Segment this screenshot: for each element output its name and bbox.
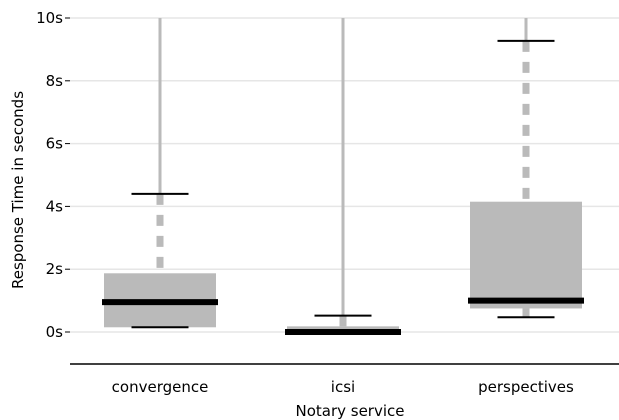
y-tick-label: 6s xyxy=(46,135,64,153)
y-tick-labels: 0s 2s 4s 6s 8s 10s xyxy=(36,9,70,341)
boxes xyxy=(102,18,584,335)
y-tick-label: 0s xyxy=(46,323,64,341)
box-iqr xyxy=(470,201,582,309)
box-icsi xyxy=(285,18,401,335)
y-tick-label: 10s xyxy=(36,9,63,27)
y-axis-label: Response Time in seconds xyxy=(9,91,27,289)
x-tick-label: convergence xyxy=(112,378,209,396)
x-tick-label: perspectives xyxy=(478,378,574,396)
y-tick-label: 8s xyxy=(46,72,64,90)
x-tick-labels: convergence icsi perspectives xyxy=(112,378,574,396)
box-perspectives xyxy=(468,18,584,319)
x-axis-label: Notary service xyxy=(295,402,404,420)
box-convergence xyxy=(102,18,218,329)
x-tick-label: icsi xyxy=(331,378,355,396)
y-tick-label: 2s xyxy=(46,260,64,278)
y-tick-label: 4s xyxy=(46,197,64,215)
